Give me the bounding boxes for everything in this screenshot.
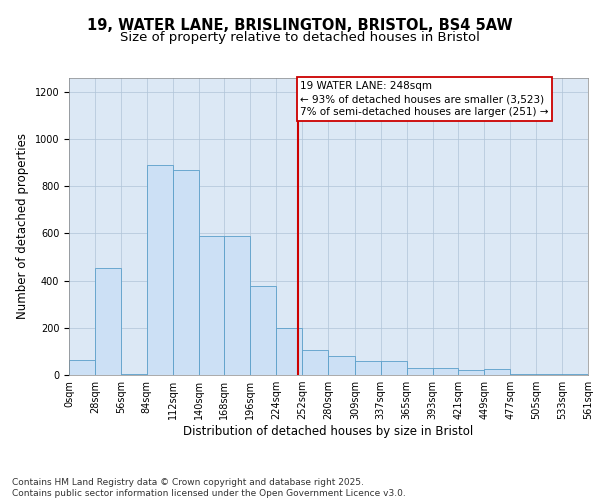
Bar	[250, 286, 276, 375]
Bar	[69, 360, 95, 375]
Bar	[484, 369, 510, 375]
Bar	[224, 236, 250, 375]
Bar	[536, 374, 562, 375]
Bar	[199, 236, 224, 375]
Bar	[121, 374, 147, 375]
Bar	[328, 356, 355, 375]
Bar	[95, 268, 121, 375]
X-axis label: Distribution of detached houses by size in Bristol: Distribution of detached houses by size …	[184, 425, 473, 438]
Bar	[355, 361, 381, 375]
Bar	[458, 370, 484, 375]
Y-axis label: Number of detached properties: Number of detached properties	[16, 133, 29, 320]
Bar	[302, 350, 328, 375]
Bar	[407, 368, 433, 375]
Bar	[276, 328, 302, 375]
Bar	[147, 165, 173, 375]
Bar	[433, 368, 458, 375]
Bar	[173, 170, 199, 375]
Text: 19, WATER LANE, BRISLINGTON, BRISTOL, BS4 5AW: 19, WATER LANE, BRISLINGTON, BRISTOL, BS…	[87, 18, 513, 32]
Text: Contains HM Land Registry data © Crown copyright and database right 2025.
Contai: Contains HM Land Registry data © Crown c…	[12, 478, 406, 498]
Text: 19 WATER LANE: 248sqm
← 93% of detached houses are smaller (3,523)
7% of semi-de: 19 WATER LANE: 248sqm ← 93% of detached …	[300, 81, 549, 118]
Text: Size of property relative to detached houses in Bristol: Size of property relative to detached ho…	[120, 31, 480, 44]
Bar	[381, 361, 407, 375]
Bar	[562, 374, 588, 375]
Bar	[510, 374, 536, 375]
